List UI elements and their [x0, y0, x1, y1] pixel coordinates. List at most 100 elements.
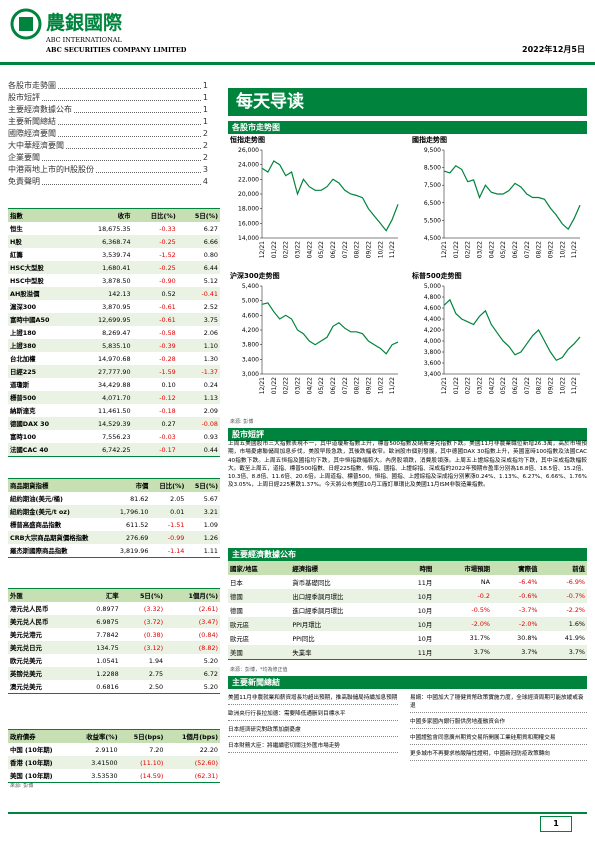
row: 德國 出口經季調月環比 10月 -0.2 -0.6% -0.7%: [228, 589, 587, 603]
toc-item: 大中華經濟要聞 2: [8, 140, 208, 152]
cell: 美元兑日元: [8, 641, 78, 654]
cell: 10月: [398, 589, 435, 603]
company-en: ABC INTERNATIONAL: [46, 36, 122, 44]
y-tick-label: 5,000: [424, 283, 441, 290]
row: 道瓊斯 34,429.88 0.10 0.24: [8, 378, 220, 391]
cell: 1,680.41: [75, 261, 133, 274]
section-title: 主要經濟數據公布: [228, 548, 587, 561]
cell: (14.59): [119, 769, 166, 783]
row: 滬深300 3,870.95 -0.61 2.52: [8, 300, 220, 313]
cell: 41.9%: [564, 634, 585, 642]
row: 美元兑港元 7.7842 (0.38) (0.84): [8, 628, 220, 641]
cell: 2.50: [120, 680, 166, 694]
header-cell: 5日(%): [120, 588, 166, 602]
toc-page: 2: [202, 129, 208, 138]
cell: 31.7%: [469, 634, 490, 642]
x-tick-label: 12/21: [441, 241, 448, 258]
row: 德國DAX 30 14,529.39 0.27 -0.08: [8, 417, 220, 430]
row: 歐元區 PPI同比 10月 31.7% 30.8% 41.9%: [228, 631, 587, 645]
toc-leader: [42, 92, 201, 101]
cell: 2.75: [120, 667, 166, 680]
toc-item: 免責聲明 4: [8, 176, 208, 188]
cell: 6,368.74: [75, 235, 133, 248]
y-tick-label: 26,000: [238, 147, 259, 154]
x-tick-label: 07/22: [524, 377, 531, 394]
cell: CRB大宗商品期貨價格指數: [8, 531, 111, 544]
news-item: 中國證監會同意廣州期貨交易所開展工業硅期貨和期權交易: [410, 732, 587, 745]
cell: 0.93: [203, 432, 218, 441]
section-title: 各股市走势图: [228, 121, 587, 134]
cell: 6.27: [203, 224, 218, 233]
news-left: 美國11月非農就業和薪資增長均超出預期，推高聯儲局持續加息預期 歐洲央行行長拉加德…: [228, 692, 398, 756]
cell: 2.06: [203, 328, 218, 337]
cell: -0.41: [177, 287, 220, 300]
cell: -1.14: [150, 544, 187, 558]
y-tick-label: 4,000: [424, 338, 441, 345]
cell: (3.32): [143, 604, 164, 613]
x-tick-label: 11/22: [571, 377, 578, 394]
news-item: 日本經濟研究對政策加劇憂慮: [228, 724, 398, 737]
cell: -0.17: [132, 443, 178, 457]
source: 來源: 彭博: [230, 419, 254, 425]
cell: 0.24: [203, 380, 218, 389]
cell: 3.53530: [71, 769, 120, 783]
toc-item: 股市短評 1: [8, 92, 208, 104]
x-tick-label: 09/22: [365, 377, 372, 394]
row: 港元兑人民币 0.8977 (3.32) (2.61): [8, 602, 220, 615]
section-title: 主要新聞總結: [228, 676, 587, 689]
cell: 1,796.10: [110, 505, 151, 518]
cell: 滬深300: [10, 303, 37, 311]
row: 標普500 4,071.70 -0.12 1.13: [8, 391, 220, 404]
cell: -2.2%: [566, 606, 585, 614]
y-tick-label: 4,500: [424, 235, 441, 242]
header-cell: 5日(%): [177, 208, 220, 222]
x-tick-label: 05/22: [500, 241, 507, 258]
chart-title: 沪深300走势图: [230, 271, 280, 280]
y-tick-label: 4,200: [424, 327, 441, 334]
cell: -0.5%: [471, 606, 490, 614]
news-item: 歐洲央行行長拉加德：需要降低通脹到目標水平: [228, 708, 398, 721]
row: 德國 進口經季調月環比 10月 -0.5% -3.7% -2.2%: [228, 603, 587, 617]
x-tick-label: 10/22: [377, 241, 384, 258]
cell: 台北加權: [10, 355, 36, 363]
row: H股 6,368.74 -0.25 6.66: [8, 235, 220, 248]
x-tick-label: 10/22: [559, 241, 566, 258]
cell: 日本: [230, 578, 243, 587]
toc-leader: [66, 140, 201, 149]
cell: -3.7%: [518, 606, 538, 614]
x-tick-label: 03/22: [476, 241, 483, 258]
cell: 5,835.10: [75, 339, 133, 352]
y-tick-label: 8,500: [424, 165, 441, 172]
cell: 3,819.96: [110, 544, 151, 558]
cell: 81.62: [130, 494, 149, 503]
toc-item: 主要經濟數據公布 1: [8, 104, 208, 116]
chart: 沪深300走势图 3,000 3,400 3,800 4,200 4,600 5,000 5,…: [230, 271, 399, 394]
toc-item: 中港兩地上市的H股股份 3: [8, 164, 208, 176]
cell: -0.99: [150, 531, 187, 544]
news-right: 易綱：中國加大了穩健貨幣政策實施力度，全球經濟周期可能放緩或衰退 中國多家國內銀行…: [410, 692, 587, 764]
header-cell: 市價: [110, 478, 151, 492]
cell: -1.51: [167, 520, 185, 529]
chart: 恒指走势图 14,000 16,000 18,000 20,000 22,000 24,00…: [229, 135, 399, 258]
y-tick-label: 14,000: [238, 235, 259, 242]
y-tick-label: 3,800: [242, 342, 259, 349]
cell: 1.30: [203, 354, 218, 363]
header-cell: 前值: [539, 560, 587, 575]
cell: 3.41500: [71, 756, 120, 769]
cell: 11月: [398, 645, 435, 660]
x-tick-label: 08/22: [354, 241, 361, 258]
chart: 标普500走势图 3,400 3,600 3,800 4,000 4,200 4,400 4,…: [411, 271, 581, 394]
header-cell: 1個月(bps): [165, 729, 220, 743]
cell: 法國CAC 40: [8, 443, 76, 457]
cell: PPI月環比: [290, 617, 399, 631]
cell: 欧元兑美元: [10, 657, 42, 665]
row: 美元兑人民币 6.9875 (3.72) (3.47): [8, 615, 220, 628]
row: 羅杰斯國際商品指數 3,819.96 -1.14 1.11: [8, 544, 220, 558]
cell: 日經225: [8, 365, 76, 378]
charts: 恒指走势图 14,000 16,000 18,000 20,000 22,000 24,00…: [228, 134, 587, 414]
toc-page: 1: [202, 105, 208, 114]
commentary: 上周五美國股市三大指數表現不一，其中道瓊斯指數上升，標普500指數及納斯達克指數…: [228, 441, 587, 489]
cell: 0.52: [132, 287, 178, 300]
header-cell: 經濟指標: [290, 560, 399, 575]
cell: 2.09: [203, 406, 218, 415]
